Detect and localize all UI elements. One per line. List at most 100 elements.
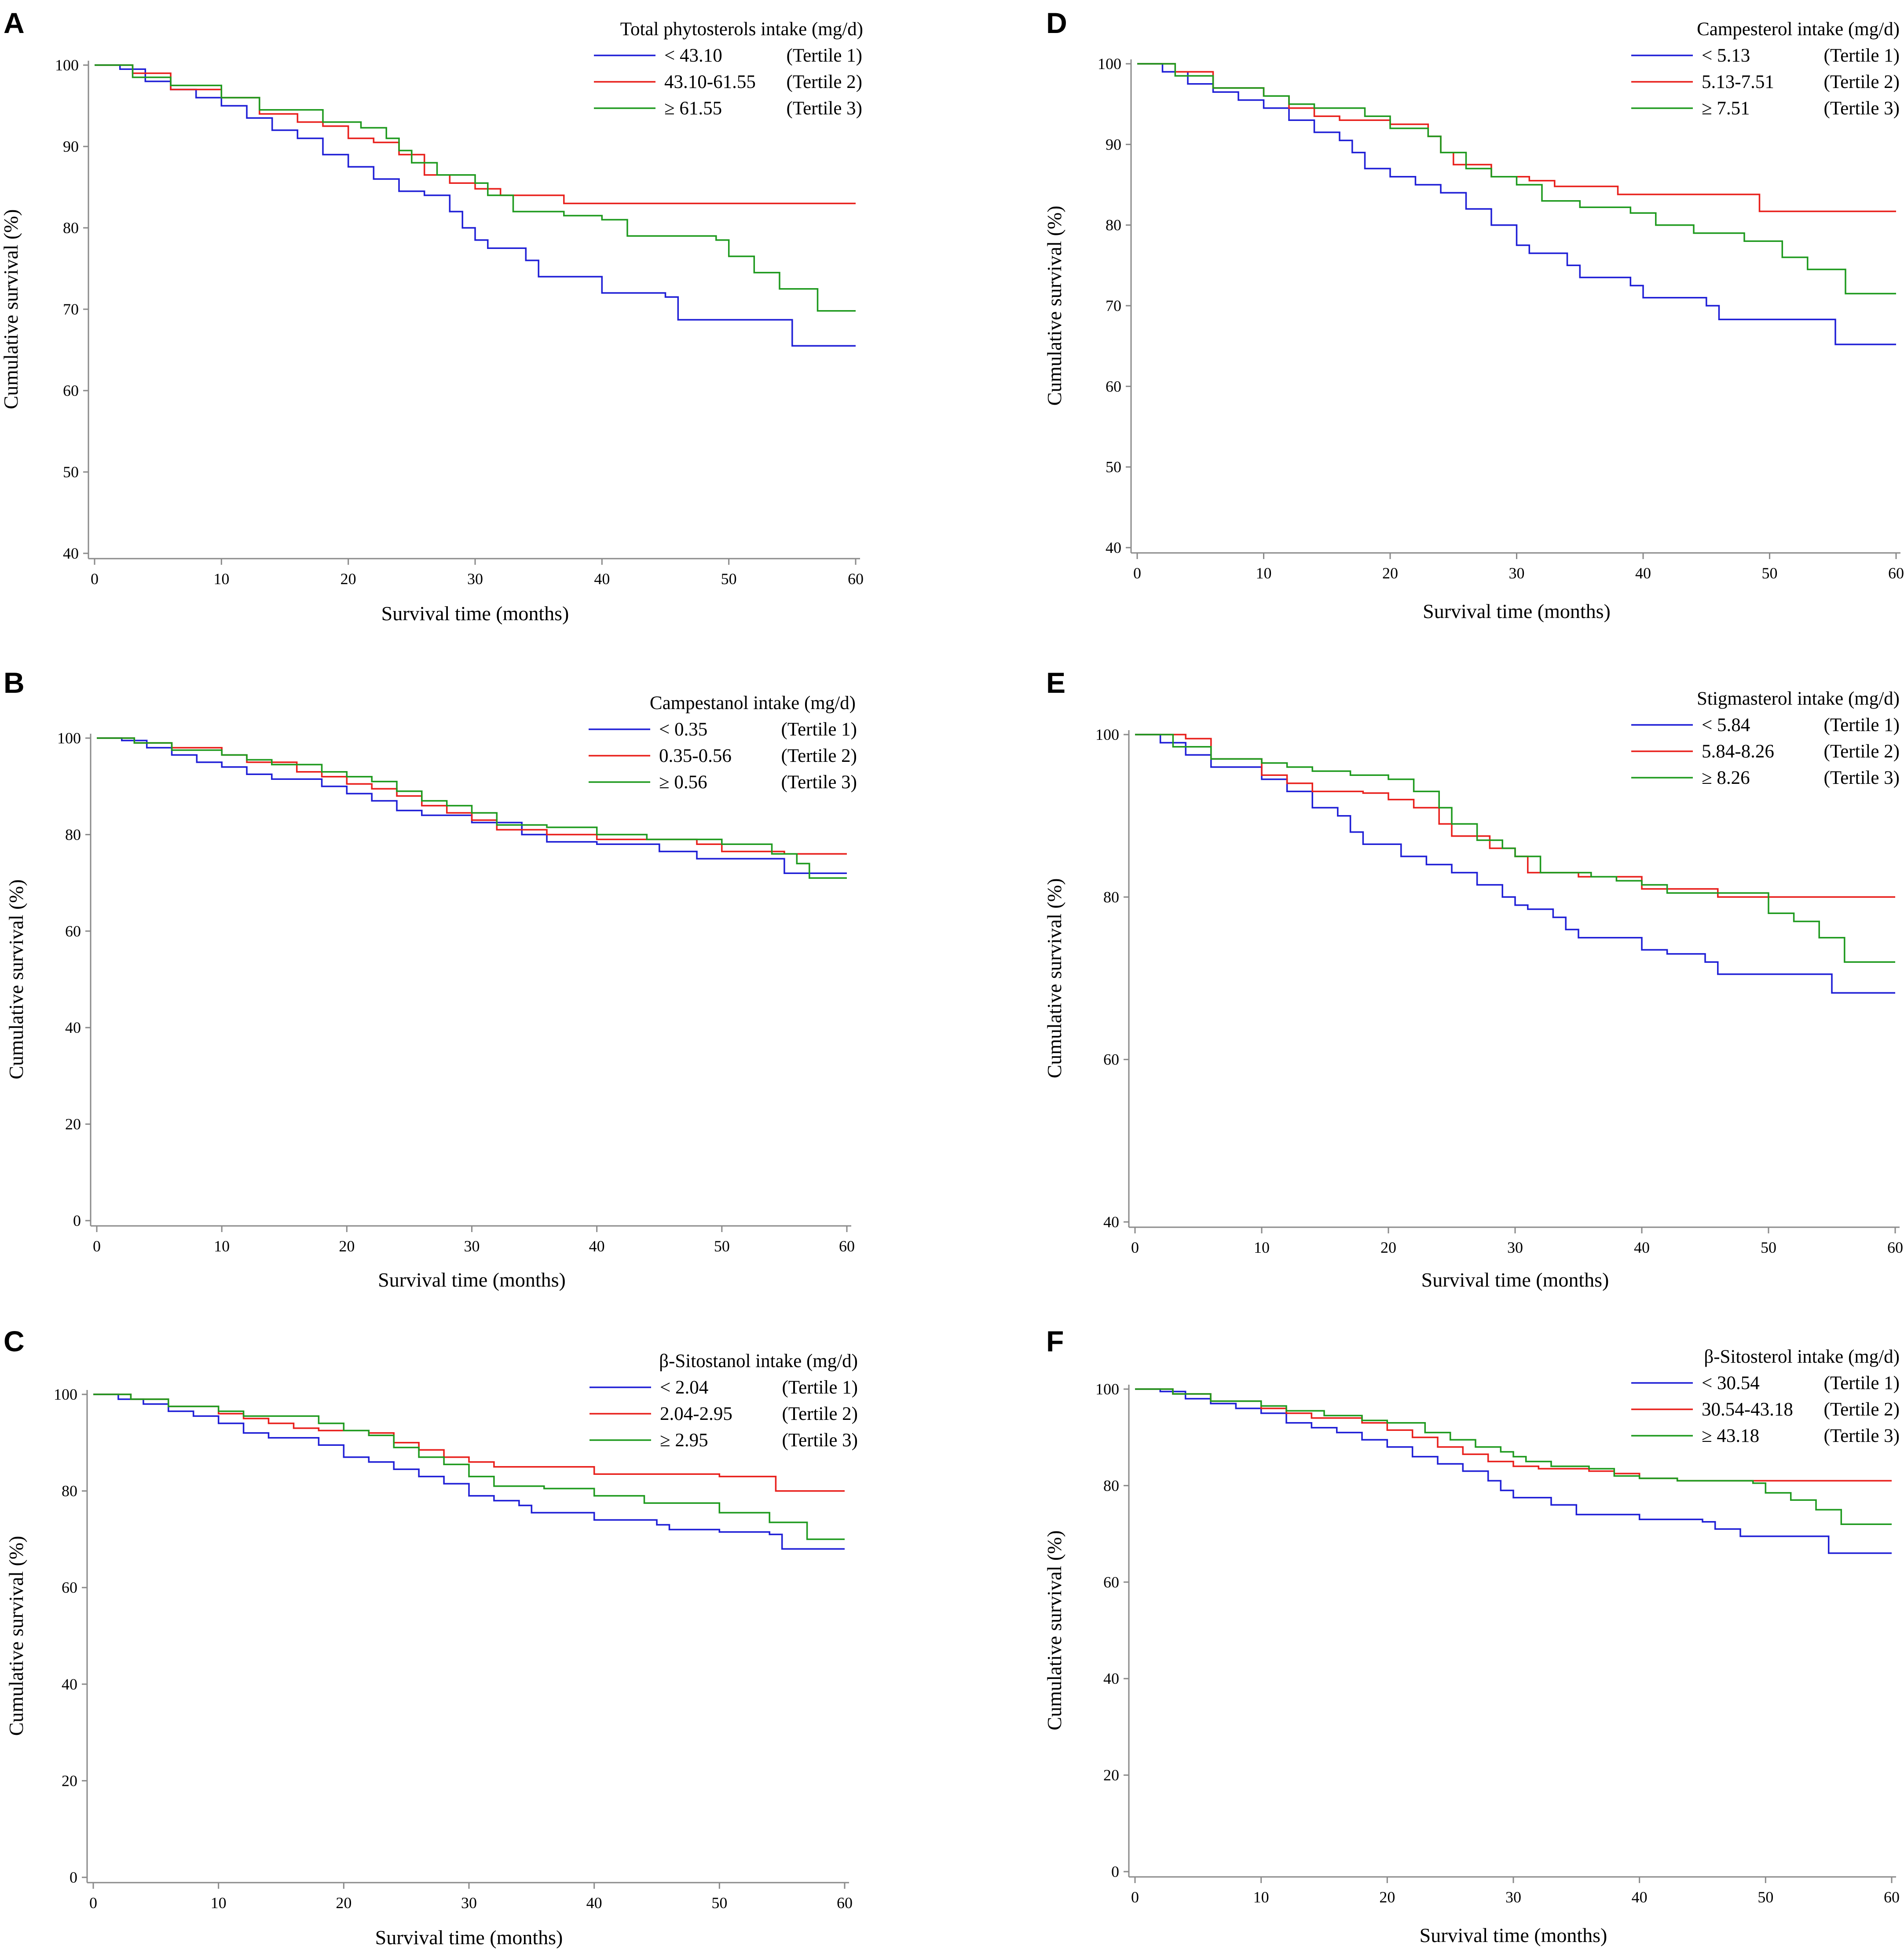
legend-range-tertile-2: 30.54-43.18	[1702, 1399, 1793, 1420]
survival-curve-tertile-3	[95, 64, 856, 312]
y-tick-label: 100	[57, 729, 81, 747]
legend-range-tertile-1: < 5.84	[1702, 715, 1750, 735]
survival-curve-tertile-1	[1135, 734, 1895, 994]
legend-group-tertile-3: (Tertile 3)	[782, 1430, 858, 1451]
legend-title: Total phytosterols intake (mg/d)	[620, 19, 863, 40]
y-tick-label: 60	[62, 1579, 77, 1596]
survival-curve-tertile-2	[1137, 63, 1896, 212]
y-tick-label: 70	[63, 300, 79, 318]
panel-letter: E	[1046, 666, 1066, 699]
x-tick-label: 40	[589, 1237, 605, 1255]
x-axis-title: Survival time (months)	[1423, 600, 1611, 622]
x-tick-label: 40	[1634, 1239, 1650, 1256]
y-axis-title: Cumulative survival (%)	[5, 1536, 27, 1736]
legend-group-tertile-3: (Tertile 3)	[781, 772, 857, 793]
x-tick-label: 60	[848, 570, 864, 588]
legend-group-tertile-1: (Tertile 1)	[1824, 45, 1900, 66]
y-tick-label: 90	[63, 138, 79, 155]
survival-curve-tertile-3	[1135, 734, 1895, 963]
x-axis-title: Survival time (months)	[378, 1269, 566, 1291]
y-tick-label: 60	[1106, 377, 1121, 395]
panel-letter: B	[4, 666, 25, 699]
legend-group-tertile-1: (Tertile 1)	[782, 1377, 858, 1398]
x-tick-label: 0	[89, 1894, 97, 1912]
y-axis-title: Cumulative survival (%)	[1043, 206, 1066, 406]
chart-panel-b: B 0 20 40 60 80 100 0 10 20 30 40 50 60 Survival time …	[4, 666, 857, 1291]
x-tick-label: 20	[336, 1894, 352, 1912]
legend-range-tertile-3: ≥ 0.56	[659, 772, 707, 793]
y-tick-label: 40	[62, 1675, 77, 1693]
y-tick-label: 60	[1103, 1573, 1119, 1591]
y-tick-label: 50	[63, 463, 79, 481]
x-axis-title: Survival time (months)	[1420, 1924, 1607, 1946]
y-tick-label: 0	[73, 1212, 81, 1229]
x-tick-label: 20	[1379, 1888, 1395, 1906]
legend-group-tertile-2: (Tertile 2)	[1824, 72, 1900, 92]
legend-range-tertile-1: < 30.54	[1702, 1373, 1760, 1393]
y-tick-label: 40	[65, 1019, 81, 1036]
survival-curve-tertile-1	[95, 64, 856, 347]
x-tick-label: 30	[1509, 564, 1525, 582]
x-tick-label: 40	[1635, 564, 1651, 582]
chart-panel-a: A 40 50 60 70 80 90 100 0 10 20 30 40 50 60 Survival ti…	[0, 7, 864, 625]
legend-group-tertile-3: (Tertile 3)	[1824, 768, 1900, 788]
legend-title: Campestanol intake (mg/d)	[650, 693, 856, 713]
legend-group-tertile-2: (Tertile 2)	[1824, 741, 1900, 762]
x-tick-label: 20	[1380, 1239, 1396, 1256]
x-tick-label: 20	[341, 570, 356, 588]
x-tick-label: 0	[1133, 564, 1141, 582]
y-tick-label: 80	[63, 219, 79, 237]
chart-panel-c: C 0 20 40 60 80 100 0 10 20 30 40 50 60 Survival time …	[4, 1325, 858, 1949]
y-tick-label: 40	[1106, 539, 1121, 556]
y-tick-label: 60	[1103, 1051, 1119, 1068]
survival-curve-tertile-1	[1135, 1388, 1892, 1554]
survival-curve-tertile-2	[1135, 734, 1895, 898]
y-axis-title: Cumulative survival (%)	[0, 209, 22, 410]
legend-range-tertile-1: < 5.13	[1702, 45, 1750, 66]
x-tick-label: 30	[464, 1237, 480, 1255]
survival-curve-tertile-1	[93, 1393, 845, 1550]
y-tick-label: 20	[65, 1115, 81, 1133]
y-tick-label: 20	[1103, 1766, 1119, 1784]
x-tick-label: 50	[1762, 564, 1778, 582]
y-tick-label: 90	[1106, 135, 1121, 153]
legend-range-tertile-3: ≥ 8.26	[1702, 768, 1750, 788]
x-tick-label: 60	[839, 1237, 855, 1255]
x-tick-label: 20	[339, 1237, 355, 1255]
x-tick-label: 30	[467, 570, 483, 588]
y-tick-label: 0	[70, 1869, 77, 1886]
y-tick-label: 80	[1103, 1477, 1119, 1494]
legend-group-tertile-1: (Tertile 1)	[1824, 1373, 1900, 1393]
legend-group-tertile-2: (Tertile 2)	[1824, 1399, 1900, 1420]
x-tick-label: 10	[211, 1894, 227, 1912]
survival-curve-tertile-3	[1137, 63, 1896, 295]
y-tick-label: 100	[1098, 55, 1121, 73]
y-axis-title: Cumulative survival (%)	[1043, 1530, 1066, 1730]
y-tick-label: 100	[1095, 1380, 1119, 1398]
x-tick-label: 50	[714, 1237, 730, 1255]
x-tick-label: 10	[1254, 1239, 1270, 1256]
legend-range-tertile-3: ≥ 61.55	[664, 98, 722, 119]
y-tick-label: 40	[63, 545, 79, 562]
y-tick-label: 40	[1103, 1670, 1119, 1687]
legend-group-tertile-1: (Tertile 1)	[781, 719, 857, 740]
x-tick-label: 0	[91, 570, 99, 588]
legend-range-tertile-3: ≥ 2.95	[660, 1430, 708, 1451]
x-tick-label: 50	[711, 1894, 727, 1912]
panel-letter: D	[1046, 7, 1067, 39]
x-tick-label: 50	[1761, 1239, 1776, 1256]
y-axis-title: Cumulative survival (%)	[1043, 878, 1066, 1079]
x-axis-title: Survival time (months)	[1421, 1269, 1609, 1291]
legend-group-tertile-1: (Tertile 1)	[787, 45, 862, 66]
x-tick-label: 60	[837, 1894, 853, 1912]
x-tick-label: 60	[1887, 1239, 1903, 1256]
x-tick-label: 60	[1888, 564, 1904, 582]
panel-letter: F	[1046, 1325, 1064, 1357]
y-tick-label: 80	[1103, 888, 1119, 906]
legend-group-tertile-3: (Tertile 3)	[787, 98, 862, 119]
survival-curve-tertile-3	[1135, 1388, 1892, 1525]
legend-title: β-Sitostanol intake (mg/d)	[659, 1351, 858, 1371]
x-tick-label: 0	[93, 1237, 101, 1255]
x-tick-label: 10	[213, 570, 229, 588]
